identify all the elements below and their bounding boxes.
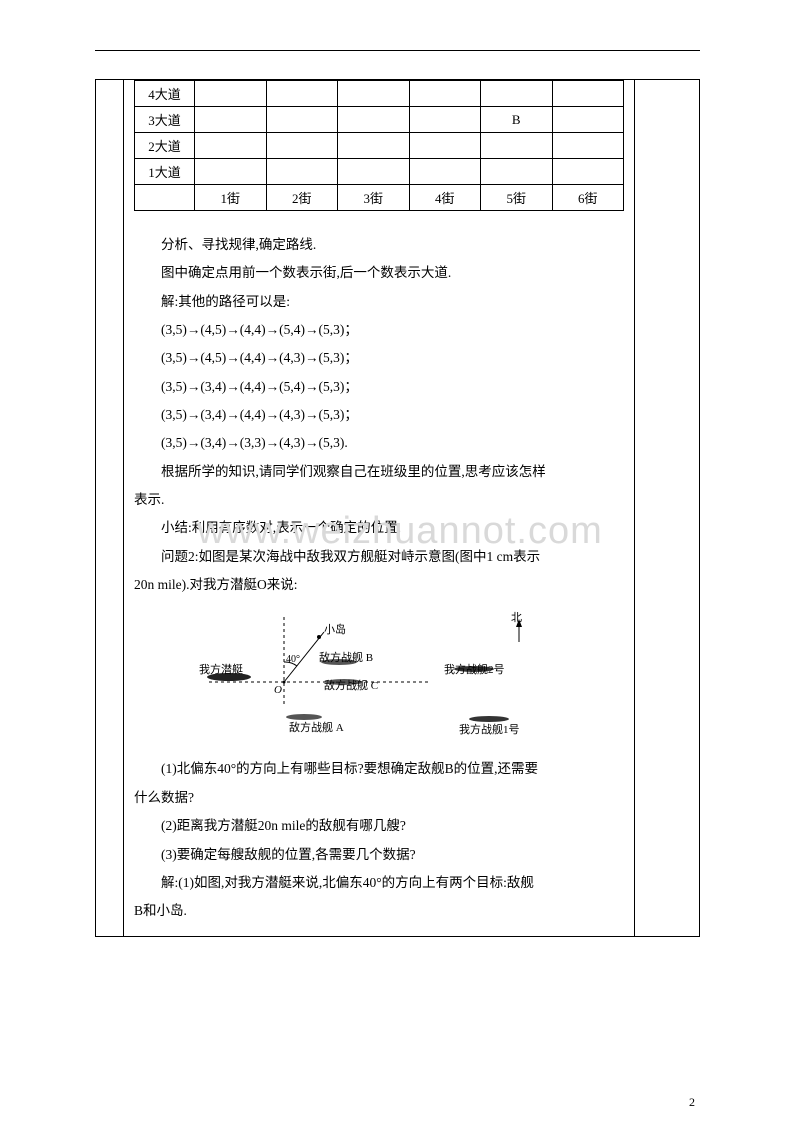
top-rule bbox=[95, 50, 700, 51]
table-row: 4大道 bbox=[135, 81, 624, 107]
para: 什么数据? bbox=[134, 784, 624, 812]
table-row: 3大道 B bbox=[135, 107, 624, 133]
table-row: 2大道 bbox=[135, 133, 624, 159]
row-label: 2大道 bbox=[135, 133, 195, 159]
page-container: 4大道 3大道 B 2大道 1大道 bbox=[95, 50, 700, 1080]
row-label: 1大道 bbox=[135, 159, 195, 185]
col-label: 5街 bbox=[481, 185, 553, 211]
para: (2)距离我方潜艇20n mile的敌舰有哪几艘? bbox=[134, 812, 624, 840]
col-label: 3街 bbox=[338, 185, 410, 211]
path-line: (3,5)→(3,4)→(3,3)→(4,3)→(5,3). bbox=[134, 429, 624, 457]
label-island: 小岛 bbox=[324, 619, 346, 642]
para: 小结:利用有序数对,表示一个确定的位置. bbox=[134, 514, 624, 542]
path-line: (3,5)→(4,5)→(4,4)→(4,3)→(5,3)； bbox=[134, 344, 624, 372]
label-enemy-c: 敌方战舰 C bbox=[324, 675, 378, 698]
para: (3)要确定每艘敌舰的位置,各需要几个数据? bbox=[134, 841, 624, 869]
path-line: (3,5)→(3,4)→(4,4)→(5,4)→(5,3)； bbox=[134, 373, 624, 401]
para: 根据所学的知识,请同学们观察自己在班级里的位置,思考应该怎样 bbox=[134, 458, 624, 486]
para: 图中确定点用前一个数表示街,后一个数表示大道. bbox=[134, 259, 624, 287]
table-row: 1大道 bbox=[135, 159, 624, 185]
label-o: O bbox=[274, 679, 282, 702]
para: 分析、寻找规律,确定路线. bbox=[134, 231, 624, 259]
label-enemy-a: 敌方战舰 A bbox=[289, 717, 344, 740]
label-our1: 我方战舰1号 bbox=[459, 719, 520, 742]
para: (1)北偏东40°的方向上有哪些目标?要想确定敌舰B的位置,还需要 bbox=[134, 755, 624, 783]
para: B和小岛. bbox=[134, 897, 624, 925]
col-label: 2街 bbox=[266, 185, 338, 211]
path-line: (3,5)→(4,5)→(4,4)→(5,4)→(5,3)； bbox=[134, 316, 624, 344]
col-label: 1街 bbox=[195, 185, 267, 211]
label-angle: 40° bbox=[286, 649, 300, 670]
cell-b: B bbox=[481, 107, 553, 133]
col-label: 4街 bbox=[409, 185, 481, 211]
label-our2: 我方战舰2号 bbox=[444, 659, 505, 682]
left-margin-col bbox=[96, 80, 124, 936]
para: 问题2:如图是某次海战中敌我双方舰艇对峙示意图(图中1 cm表示 bbox=[134, 543, 624, 571]
label-our-sub: 我方潜艇 bbox=[199, 659, 243, 682]
right-margin-col bbox=[634, 80, 699, 936]
path-line: (3,5)→(3,4)→(4,4)→(4,3)→(5,3)； bbox=[134, 401, 624, 429]
content-column: 4大道 3大道 B 2大道 1大道 bbox=[124, 80, 634, 936]
row-label: 3大道 bbox=[135, 107, 195, 133]
label-north: 北 bbox=[511, 607, 522, 630]
outer-frame: 4大道 3大道 B 2大道 1大道 bbox=[95, 79, 700, 937]
table-row: 1街 2街 3街 4街 5街 6街 bbox=[135, 185, 624, 211]
para: 解:其他的路径可以是: bbox=[134, 288, 624, 316]
page-number: 2 bbox=[689, 1095, 695, 1110]
para: 解:(1)如图,对我方潜艇来说,北偏东40°的方向上有两个目标:敌舰 bbox=[134, 869, 624, 897]
col-label: 6街 bbox=[552, 185, 624, 211]
street-grid-table: 4大道 3大道 B 2大道 1大道 bbox=[134, 80, 624, 211]
battle-diagram: 小岛 北 40° 敌方战舰 B 敌方战舰 C 敌方战舰 A 我方潜艇 O 我方战… bbox=[189, 607, 569, 747]
para: 表示. bbox=[134, 486, 624, 514]
body-text: 分析、寻找规律,确定路线. 图中确定点用前一个数表示街,后一个数表示大道. 解:… bbox=[124, 211, 634, 936]
label-enemy-b: 敌方战舰 B bbox=[319, 647, 373, 670]
para: 20n mile).对我方潜艇O来说: bbox=[134, 571, 624, 599]
row-label: 4大道 bbox=[135, 81, 195, 107]
